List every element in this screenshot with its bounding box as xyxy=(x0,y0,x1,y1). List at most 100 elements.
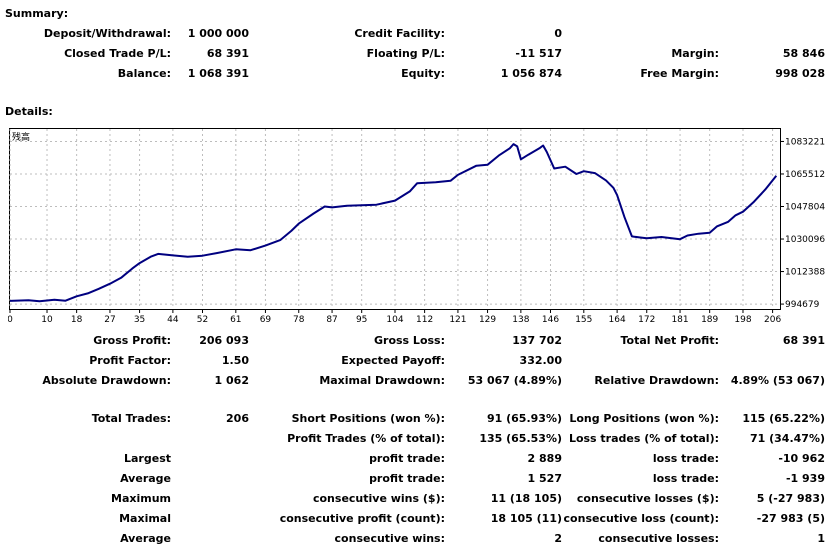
x-tick-label: 146 xyxy=(542,315,559,324)
x-tick-label: 172 xyxy=(638,315,655,324)
closed-pl-label: Closed Trade P/L: xyxy=(64,47,171,60)
maximal-drawdown-label: Maximal Drawdown: xyxy=(319,374,445,387)
x-tick-label: 87 xyxy=(326,315,337,324)
gross-loss-value: 137 702 xyxy=(512,334,562,347)
relative-drawdown-value: 4.89% (53 067) xyxy=(730,374,825,387)
avg-consecutive-wins-label: consecutive wins: xyxy=(334,532,445,545)
free-margin-value: 998 028 xyxy=(775,67,825,80)
balance-value: 1 068 391 xyxy=(187,67,249,80)
largest-label: Largest xyxy=(124,452,171,465)
x-tick-label: 61 xyxy=(230,315,241,324)
maximal-consecutive-loss-label: consecutive loss (count): xyxy=(563,512,719,525)
max-consecutive-wins-value: 11 (18 105) xyxy=(490,492,562,505)
maximal-label: Maximal xyxy=(119,512,171,525)
avg-consecutive-wins-value: 2 xyxy=(554,532,562,545)
max-consecutive-losses-label: consecutive losses ($): xyxy=(576,492,719,505)
x-tick-label: 164 xyxy=(609,315,626,324)
x-tick-label: 155 xyxy=(575,315,592,324)
y-tick-label: 994679 xyxy=(785,300,820,310)
floating-pl-value: -11 517 xyxy=(515,47,562,60)
maximal-drawdown-value: 53 067 (4.89%) xyxy=(467,374,562,387)
avg-consecutive-losses-value: 1 xyxy=(817,532,825,545)
total-trades-value: 206 xyxy=(226,412,249,425)
profit-factor-value: 1.50 xyxy=(221,354,249,367)
maximum-label: Maximum xyxy=(111,492,171,505)
average-2-label: Average xyxy=(120,532,171,545)
average-label: Average xyxy=(120,472,171,485)
long-positions-value: 115 (65.22%) xyxy=(742,412,825,425)
y-axis-ticks: 1083221 1065512 1047804 1030096 1012388 99467… xyxy=(780,137,825,310)
x-tick-label: 189 xyxy=(701,315,718,324)
credit-label: Credit Facility: xyxy=(354,27,445,40)
free-margin-label: Free Margin: xyxy=(640,67,719,80)
maximal-consecutive-profit-label: consecutive profit (count): xyxy=(279,512,445,525)
profit-factor-label: Profit Factor: xyxy=(89,354,171,367)
summary-heading: Summary: xyxy=(5,7,69,20)
balance-chart: 1083221 1065512 1047804 1030096 1012388 99467… xyxy=(7,128,832,325)
largest-profit-value: 2 889 xyxy=(527,452,562,465)
chart-title: 残高 xyxy=(12,131,30,143)
balance-series-line xyxy=(9,143,778,303)
absolute-drawdown-label: Absolute Drawdown: xyxy=(42,374,171,387)
x-tick-label: 10 xyxy=(41,315,53,324)
details-heading: Details: xyxy=(5,105,53,118)
x-tick-label: 112 xyxy=(416,315,433,324)
margin-value: 58 846 xyxy=(782,47,825,60)
average-profit-label: profit trade: xyxy=(369,472,445,485)
short-positions-label: Short Positions (won %): xyxy=(291,412,445,425)
x-tick-label: 129 xyxy=(479,315,496,324)
x-tick-label: 198 xyxy=(734,315,751,324)
average-loss-label: loss trade: xyxy=(652,472,719,485)
largest-profit-label: profit trade: xyxy=(369,452,445,465)
gross-loss-label: Gross Loss: xyxy=(374,334,445,347)
deposit-value: 1 000 000 xyxy=(187,27,249,40)
avg-consecutive-losses-label: consecutive losses: xyxy=(598,532,719,545)
average-profit-value: 1 527 xyxy=(527,472,562,485)
x-tick-label: 0 xyxy=(8,315,13,324)
long-positions-label: Long Positions (won %): xyxy=(569,412,719,425)
x-tick-label: 27 xyxy=(104,315,115,324)
x-tick-label: 52 xyxy=(197,315,208,324)
maximal-consecutive-loss-value: -27 983 (5) xyxy=(756,512,825,525)
maximal-consecutive-profit-value: 18 105 (11) xyxy=(490,512,562,525)
y-tick-label: 1012388 xyxy=(785,268,825,278)
y-tick-label: 1047804 xyxy=(785,203,825,213)
short-positions-value: 91 (65.93%) xyxy=(486,412,562,425)
x-tick-label: 181 xyxy=(671,315,688,324)
equity-label: Equity: xyxy=(401,67,445,80)
loss-trades-value: 71 (34.47%) xyxy=(749,432,825,445)
expected-payoff-value: 332.00 xyxy=(519,354,562,367)
y-tick-label: 1030096 xyxy=(785,235,825,245)
credit-value: 0 xyxy=(554,27,562,40)
profit-trades-value: 135 (65.53%) xyxy=(479,432,562,445)
closed-pl-value: 68 391 xyxy=(206,47,249,60)
profit-trades-label: Profit Trades (% of total): xyxy=(287,432,445,445)
expected-payoff-label: Expected Payoff: xyxy=(341,354,445,367)
largest-loss-value: -10 962 xyxy=(778,452,825,465)
x-tick-label: 95 xyxy=(356,315,367,324)
total-trades-label: Total Trades: xyxy=(91,412,171,425)
total-net-label: Total Net Profit: xyxy=(620,334,720,347)
y-tick-label: 1065512 xyxy=(785,170,825,180)
relative-drawdown-label: Relative Drawdown: xyxy=(594,374,719,387)
deposit-label: Deposit/Withdrawal: xyxy=(43,27,171,40)
x-tick-label: 35 xyxy=(134,315,145,324)
x-tick-label: 121 xyxy=(449,315,466,324)
gross-profit-value: 206 093 xyxy=(199,334,249,347)
balance-label: Balance: xyxy=(117,67,171,80)
x-axis-ticks: 0 10 18 27 35 44 52 61 69 78 87 95 104 112 121 129 138 14… xyxy=(7,309,781,325)
floating-pl-label: Floating P/L: xyxy=(366,47,445,60)
y-tick-label: 1083221 xyxy=(785,137,825,147)
x-tick-label: 104 xyxy=(386,315,403,324)
balance-chart-svg: 1083221 1065512 1047804 1030096 1012388 99467… xyxy=(7,128,825,325)
absolute-drawdown-value: 1 062 xyxy=(214,374,249,387)
x-tick-label: 18 xyxy=(71,315,83,324)
loss-trades-label: Loss trades (% of total): xyxy=(568,432,719,445)
average-loss-value: -1 939 xyxy=(785,472,825,485)
margin-label: Margin: xyxy=(671,47,719,60)
x-tick-label: 138 xyxy=(512,315,529,324)
x-tick-label: 44 xyxy=(167,315,179,324)
total-net-value: 68 391 xyxy=(782,334,825,347)
max-consecutive-losses-value: 5 (-27 983) xyxy=(756,492,825,505)
x-tick-label: 78 xyxy=(293,315,305,324)
